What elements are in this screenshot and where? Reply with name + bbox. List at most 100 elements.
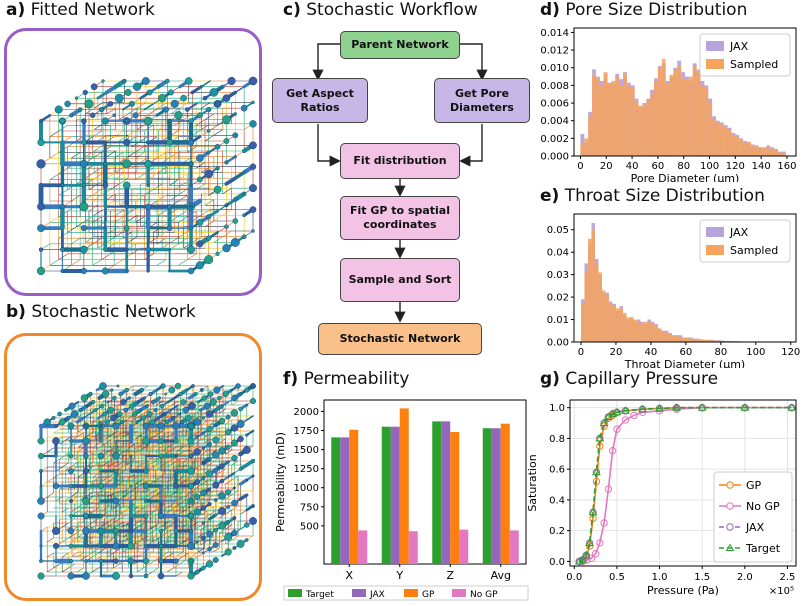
- pore: [174, 111, 183, 120]
- pore: [57, 411, 62, 417]
- bar-target: [482, 428, 492, 564]
- pore: [39, 559, 43, 563]
- throat: [195, 464, 202, 470]
- throat: [180, 539, 187, 545]
- pore: [143, 116, 153, 126]
- pore: [219, 478, 225, 484]
- hist-bar: [634, 101, 639, 156]
- throat: [150, 434, 157, 440]
- hist-bar: [770, 148, 775, 156]
- pore: [203, 402, 211, 410]
- pore: [82, 572, 90, 580]
- legend-label: JAX: [369, 590, 385, 600]
- pore: [196, 240, 204, 248]
- throat: [71, 237, 81, 245]
- pore: [159, 529, 163, 533]
- x-tick-label: 100: [746, 347, 765, 358]
- throat: [68, 533, 75, 539]
- pore: [127, 396, 132, 400]
- hist-bar: [739, 140, 744, 156]
- throat: [194, 469, 201, 475]
- pore: [187, 437, 195, 445]
- hist-bar: [723, 126, 728, 156]
- throat: [141, 400, 149, 406]
- throat: [113, 237, 124, 245]
- pore: [189, 529, 193, 533]
- throat: [49, 216, 59, 223]
- x-tick-label: 100: [700, 161, 719, 172]
- pore: [69, 113, 74, 118]
- pore: [182, 406, 190, 414]
- pore: [98, 558, 104, 564]
- pore: [185, 414, 192, 422]
- throat: [127, 215, 138, 222]
- pore: [67, 527, 75, 535]
- y-tick-label: 500: [300, 521, 319, 532]
- hist-bar: [580, 303, 585, 342]
- throat: [78, 457, 85, 463]
- pore: [242, 192, 246, 196]
- pore: [122, 159, 132, 169]
- y-tick-label: 750: [300, 502, 319, 513]
- pore: [244, 387, 250, 393]
- throat: [178, 259, 188, 266]
- y-tick-label: 0.014: [540, 28, 569, 39]
- bar-no-gp: [358, 530, 368, 564]
- pore: [158, 558, 164, 564]
- pore: [157, 572, 165, 580]
- pore: [97, 452, 105, 460]
- pore: [52, 482, 60, 490]
- pore: [166, 139, 173, 146]
- hist-bar: [642, 104, 647, 156]
- pore: [68, 543, 74, 549]
- pore: [116, 411, 123, 417]
- pore: [239, 392, 242, 396]
- pore: [173, 558, 179, 564]
- pore: [112, 452, 120, 460]
- get-aspect-ratios-node: Get Aspect Ratios: [272, 78, 368, 123]
- throat: [170, 129, 181, 136]
- throat: [214, 404, 224, 412]
- throat: [149, 236, 159, 243]
- throat: [179, 187, 189, 195]
- throat: [99, 408, 106, 414]
- pore: [237, 435, 244, 443]
- throat: [198, 427, 205, 433]
- hist-bar: [692, 65, 697, 156]
- pore: [173, 438, 179, 444]
- pore: [231, 529, 238, 537]
- throat: [90, 404, 97, 410]
- throat: [138, 472, 145, 478]
- throat: [77, 507, 84, 513]
- throat: [144, 408, 151, 414]
- throat: [150, 524, 157, 530]
- throat: [134, 439, 141, 445]
- throat: [198, 412, 205, 418]
- throat: [200, 540, 208, 546]
- pore: [139, 387, 144, 393]
- pore: [99, 403, 105, 409]
- throat: [71, 195, 81, 202]
- hist-bar: [654, 326, 658, 342]
- pore: [158, 453, 164, 459]
- throat: [138, 517, 145, 523]
- hist-bar: [712, 118, 716, 156]
- hist-bar: [601, 290, 606, 342]
- throat: [204, 468, 211, 474]
- throat: [213, 236, 223, 243]
- hist-bar: [611, 80, 616, 156]
- pore: [110, 414, 117, 422]
- pore: [165, 419, 170, 425]
- throat: [59, 454, 66, 460]
- throat: [143, 103, 155, 111]
- throat: [167, 567, 174, 573]
- hist-bar: [664, 333, 669, 342]
- throat: [213, 547, 220, 553]
- throat: [92, 237, 102, 245]
- pore: [213, 386, 221, 394]
- throat: [170, 215, 181, 222]
- hist-bar: [669, 74, 674, 156]
- throat: [204, 199, 215, 206]
- throat: [183, 442, 190, 448]
- throat: [74, 454, 81, 460]
